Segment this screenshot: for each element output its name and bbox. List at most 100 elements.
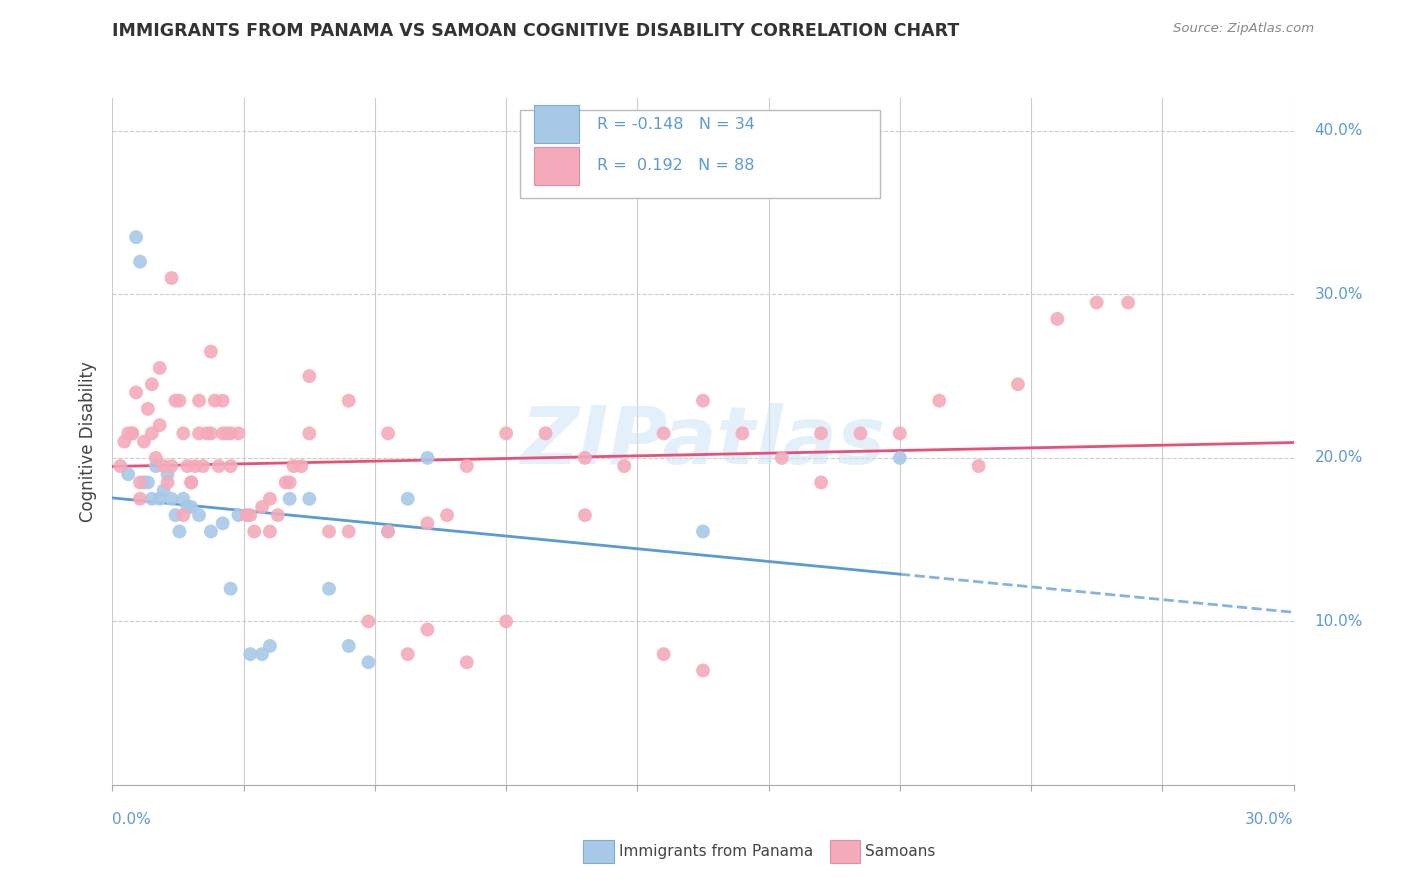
Point (692, 393, 714, 408)
Point (219, 582, 242, 596)
Point (165, 393, 187, 408)
Point (692, 524, 714, 539)
Point (219, 458, 242, 473)
Point (141, 491, 163, 506)
Point (136, 475, 159, 490)
Point (274, 475, 297, 490)
Point (377, 524, 399, 539)
Point (191, 458, 214, 473)
FancyBboxPatch shape (520, 110, 880, 198)
Point (188, 393, 211, 408)
Point (121, 426, 143, 441)
Point (141, 426, 163, 441)
Bar (534, 105, 579, 144)
Point (928, 393, 950, 408)
Text: Samoans: Samoans (865, 844, 935, 859)
Text: R =  0.192   N = 88: R = 0.192 N = 88 (596, 158, 754, 173)
Point (211, 516, 233, 531)
Point (215, 426, 238, 441)
Point (770, 450, 793, 465)
Point (337, 393, 360, 408)
Point (889, 426, 911, 441)
Point (613, 458, 636, 473)
Text: 20.0%: 20.0% (1315, 450, 1362, 466)
Point (278, 475, 301, 490)
Point (456, 655, 478, 669)
Point (495, 615, 517, 629)
Point (211, 393, 233, 408)
Point (110, 458, 132, 473)
Point (176, 458, 198, 473)
Point (200, 344, 222, 359)
Point (318, 582, 340, 596)
Point (259, 524, 281, 539)
Point (129, 491, 152, 506)
Point (188, 426, 211, 441)
Point (195, 426, 218, 441)
Point (259, 491, 281, 506)
Point (208, 458, 231, 473)
Point (283, 458, 305, 473)
Point (396, 647, 419, 661)
Point (357, 615, 380, 629)
Point (200, 524, 222, 539)
Point (235, 508, 257, 523)
Point (534, 426, 557, 441)
Point (188, 508, 211, 523)
Point (243, 524, 266, 539)
Point (396, 491, 419, 506)
Point (377, 524, 399, 539)
Text: Immigrants from Panama: Immigrants from Panama (619, 844, 813, 859)
Point (278, 491, 301, 506)
Point (810, 426, 832, 441)
Point (228, 426, 250, 441)
Point (160, 271, 183, 285)
Point (239, 508, 262, 523)
Point (318, 524, 340, 539)
Point (172, 426, 194, 441)
Point (219, 426, 242, 441)
Point (337, 639, 360, 653)
Point (967, 458, 990, 473)
Point (200, 426, 222, 441)
Point (172, 508, 194, 523)
Point (495, 426, 517, 441)
Point (129, 254, 152, 268)
Point (810, 475, 832, 490)
Point (172, 491, 194, 506)
Text: IMMIGRANTS FROM PANAMA VS SAMOAN COGNITIVE DISABILITY CORRELATION CHART: IMMIGRANTS FROM PANAMA VS SAMOAN COGNITI… (112, 22, 960, 40)
Text: 0.0%: 0.0% (112, 812, 152, 827)
Point (298, 369, 321, 384)
Point (574, 508, 596, 523)
Point (145, 450, 167, 465)
Point (132, 434, 155, 449)
Point (184, 458, 207, 473)
Point (211, 426, 233, 441)
Point (298, 426, 321, 441)
Point (652, 426, 675, 441)
Point (149, 360, 172, 375)
Point (377, 426, 399, 441)
Point (180, 475, 202, 490)
Point (416, 450, 439, 465)
Point (652, 647, 675, 661)
Text: 30.0%: 30.0% (1315, 287, 1362, 301)
Point (1085, 295, 1108, 310)
Point (117, 426, 139, 441)
Point (176, 500, 198, 514)
Point (290, 458, 312, 473)
Point (149, 418, 172, 433)
Point (1046, 312, 1069, 326)
Point (204, 393, 226, 408)
Point (169, 524, 191, 539)
Point (574, 450, 596, 465)
Text: 30.0%: 30.0% (1246, 812, 1294, 827)
Point (416, 516, 439, 531)
Point (156, 475, 179, 490)
Point (145, 458, 167, 473)
Point (456, 458, 478, 473)
Point (250, 647, 273, 661)
Point (1007, 377, 1029, 392)
Point (129, 475, 152, 490)
Point (149, 491, 172, 506)
